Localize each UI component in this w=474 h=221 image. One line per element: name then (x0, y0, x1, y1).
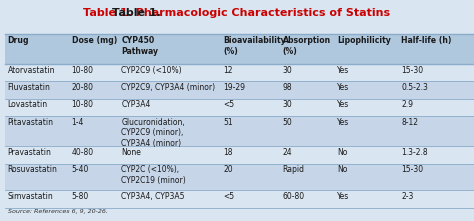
Text: 20: 20 (223, 165, 233, 174)
Text: Pitavastatin: Pitavastatin (8, 118, 54, 127)
Text: Bioavailability
(%): Bioavailability (%) (223, 36, 286, 55)
Text: CYP2C9, CYP3A4 (minor): CYP2C9, CYP3A4 (minor) (121, 83, 216, 92)
Text: 30: 30 (283, 100, 292, 109)
Bar (5, 99, 474, 116)
Text: CYP450
Pathway: CYP450 Pathway (121, 36, 158, 55)
Text: CYP3A4: CYP3A4 (121, 100, 151, 109)
Text: 8-12: 8-12 (401, 118, 418, 127)
Text: <5: <5 (223, 100, 234, 109)
Text: None: None (121, 148, 141, 157)
Text: Yes: Yes (337, 83, 349, 92)
Bar (5, 81, 474, 99)
Text: 98: 98 (283, 83, 292, 92)
Text: Yes: Yes (337, 192, 349, 201)
Bar (5, 64, 474, 81)
Text: 40-80: 40-80 (72, 148, 94, 157)
Text: Absorption
(%): Absorption (%) (283, 36, 331, 55)
Text: No: No (337, 165, 347, 174)
Text: Yes: Yes (337, 66, 349, 75)
Bar (5, 146, 474, 164)
Bar (5, 191, 474, 208)
Text: Pravastatin: Pravastatin (8, 148, 52, 157)
Text: Source: References 6, 9, 20-26.: Source: References 6, 9, 20-26. (8, 209, 108, 214)
Text: 0.5-2.3: 0.5-2.3 (401, 83, 428, 92)
Text: CYP2C9 (<10%): CYP2C9 (<10%) (121, 66, 182, 75)
Text: Rapid: Rapid (283, 165, 304, 174)
Text: 2.9: 2.9 (401, 100, 413, 109)
Text: Yes: Yes (337, 100, 349, 109)
Text: Dose (mg): Dose (mg) (72, 36, 117, 45)
Text: Fluvastatin: Fluvastatin (8, 83, 50, 92)
Text: Drug: Drug (8, 36, 29, 45)
Text: 12: 12 (223, 66, 233, 75)
Text: 15-30: 15-30 (401, 165, 423, 174)
Text: 1-4: 1-4 (72, 118, 84, 127)
Text: 15-30: 15-30 (401, 66, 423, 75)
Text: 30: 30 (283, 66, 292, 75)
Text: Table 1. Pharmacologic Characteristics of Statins: Table 1. Pharmacologic Characteristics o… (83, 8, 391, 18)
Text: 24: 24 (283, 148, 292, 157)
Text: 1.3-2.8: 1.3-2.8 (401, 148, 428, 157)
Text: Atorvastatin: Atorvastatin (8, 66, 55, 75)
Text: 5-40: 5-40 (72, 165, 89, 174)
Text: 5-80: 5-80 (72, 192, 89, 201)
Bar (5, 164, 474, 191)
Text: No: No (337, 148, 347, 157)
Bar (5, 116, 474, 146)
Text: Rosuvastatin: Rosuvastatin (8, 165, 57, 174)
Text: 60-80: 60-80 (283, 192, 305, 201)
Text: CYP2C (<10%),
CYP2C19 (minor): CYP2C (<10%), CYP2C19 (minor) (121, 165, 186, 185)
Text: Half-life (h): Half-life (h) (401, 36, 451, 45)
Text: 19-29: 19-29 (223, 83, 245, 92)
Text: 51: 51 (223, 118, 233, 127)
Text: Lovastatin: Lovastatin (8, 100, 48, 109)
Text: 10-80: 10-80 (72, 66, 93, 75)
Text: 2-3: 2-3 (401, 192, 413, 201)
Text: Glucuronidation,
CYP2C9 (minor),
CYP3A4 (minor): Glucuronidation, CYP2C9 (minor), CYP3A4 … (121, 118, 185, 148)
Bar (5, 34, 474, 64)
Text: 10-80: 10-80 (72, 100, 93, 109)
Text: 50: 50 (283, 118, 292, 127)
Text: 20-80: 20-80 (72, 83, 93, 92)
Text: 18: 18 (223, 148, 233, 157)
Text: CYP3A4, CYP3A5: CYP3A4, CYP3A5 (121, 192, 185, 201)
Text: <5: <5 (223, 192, 234, 201)
Text: Table 1.: Table 1. (112, 8, 164, 18)
Text: Lipophilicity: Lipophilicity (337, 36, 391, 45)
Text: Yes: Yes (337, 118, 349, 127)
Text: Simvastatin: Simvastatin (8, 192, 54, 201)
